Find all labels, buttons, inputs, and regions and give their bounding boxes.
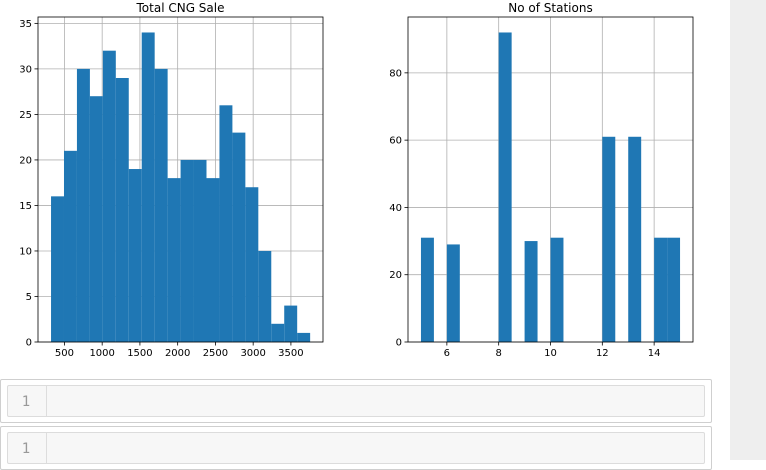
code-cell-1[interactable]: 1 [0, 379, 712, 423]
histogram-bar [102, 50, 116, 342]
y-tick-label: 60 [389, 136, 402, 147]
y-tick-label: 80 [389, 68, 402, 79]
y-tick-label: 20 [389, 270, 402, 281]
axes-frame [37, 16, 324, 343]
histogram-bar [115, 77, 129, 343]
histogram-bar [446, 244, 460, 342]
histogram-bar [550, 237, 564, 342]
histogram-figure: 500 1000 1500 2000 2500 3000 3500 0 5 10 15 20 25 30 3… [19, 1, 694, 359]
y-tick-label: 25 [19, 110, 32, 121]
y-tick-label: 35 [19, 19, 32, 30]
histogram-bar [128, 169, 142, 342]
x-tick-label: 1000 [89, 348, 114, 359]
x-tick-label: 500 [55, 348, 74, 359]
histogram-bar [420, 237, 434, 342]
gutter-divider [46, 433, 47, 463]
x-tick-label: 1500 [127, 348, 152, 359]
right-gutter [730, 0, 766, 460]
chart-title: Total CNG Sale [136, 1, 225, 15]
chart-panel-2: 6 8 10 12 14 0 20 40 60 80 No of Stations [389, 1, 694, 359]
y-tick-label: 0 [396, 338, 402, 349]
x-tick-label: 2000 [165, 348, 190, 359]
code-cell-2[interactable]: 1 [0, 426, 712, 470]
code-cell-input[interactable]: 1 [7, 385, 705, 417]
x-tick-label: 6 [444, 348, 450, 359]
histogram-bar [524, 241, 538, 342]
histogram-bar [284, 305, 298, 342]
histogram-bar [154, 68, 168, 343]
gutter-divider [46, 386, 47, 416]
x-tick-label: 3500 [278, 348, 303, 359]
histogram-bar [141, 32, 155, 342]
line-number: 1 [21, 441, 31, 457]
y-tick-label: 40 [389, 203, 402, 214]
histogram-bar [245, 187, 259, 342]
histogram-bar [667, 237, 681, 342]
x-tick-label: 14 [648, 348, 661, 359]
histogram-bar [51, 196, 64, 342]
histogram-bar [76, 68, 90, 343]
y-tick-label: 5 [26, 292, 32, 303]
y-tick-label: 15 [19, 201, 32, 212]
histogram-bar [258, 250, 272, 342]
histogram-bar [193, 159, 207, 342]
y-tick-label: 10 [19, 246, 32, 257]
y-tick-label: 30 [19, 64, 32, 75]
x-tick-label: 10 [544, 348, 557, 359]
histogram-bar [63, 150, 77, 342]
histogram-bar [602, 136, 616, 342]
code-cell-input[interactable]: 1 [7, 432, 705, 464]
plot-output: 500 1000 1500 2000 2500 3000 3500 0 5 10 15 20 25 30 3… [19, 1, 694, 359]
histogram-bar [654, 237, 668, 342]
x-tick-label: 2500 [203, 348, 228, 359]
line-number: 1 [21, 394, 31, 410]
chart-panel-1: 500 1000 1500 2000 2500 3000 3500 0 5 10 15 20 25 30 3… [19, 1, 324, 359]
histogram-bar [89, 96, 103, 342]
histogram-bar [271, 323, 285, 342]
histogram-bar [167, 178, 181, 342]
histogram-bar [232, 132, 246, 342]
histogram-bar [297, 332, 311, 342]
histogram-bar [628, 136, 642, 342]
y-tick-label: 0 [26, 338, 32, 349]
histogram-bar [498, 32, 512, 342]
x-tick-label: 8 [495, 348, 501, 359]
histogram-bar [219, 105, 233, 342]
y-tick-label: 20 [19, 155, 32, 166]
x-tick-label: 12 [596, 348, 609, 359]
x-tick-label: 3000 [240, 348, 265, 359]
histogram-bar [180, 159, 194, 342]
histogram-bar [206, 178, 220, 342]
chart-title: No of Stations [508, 1, 592, 15]
